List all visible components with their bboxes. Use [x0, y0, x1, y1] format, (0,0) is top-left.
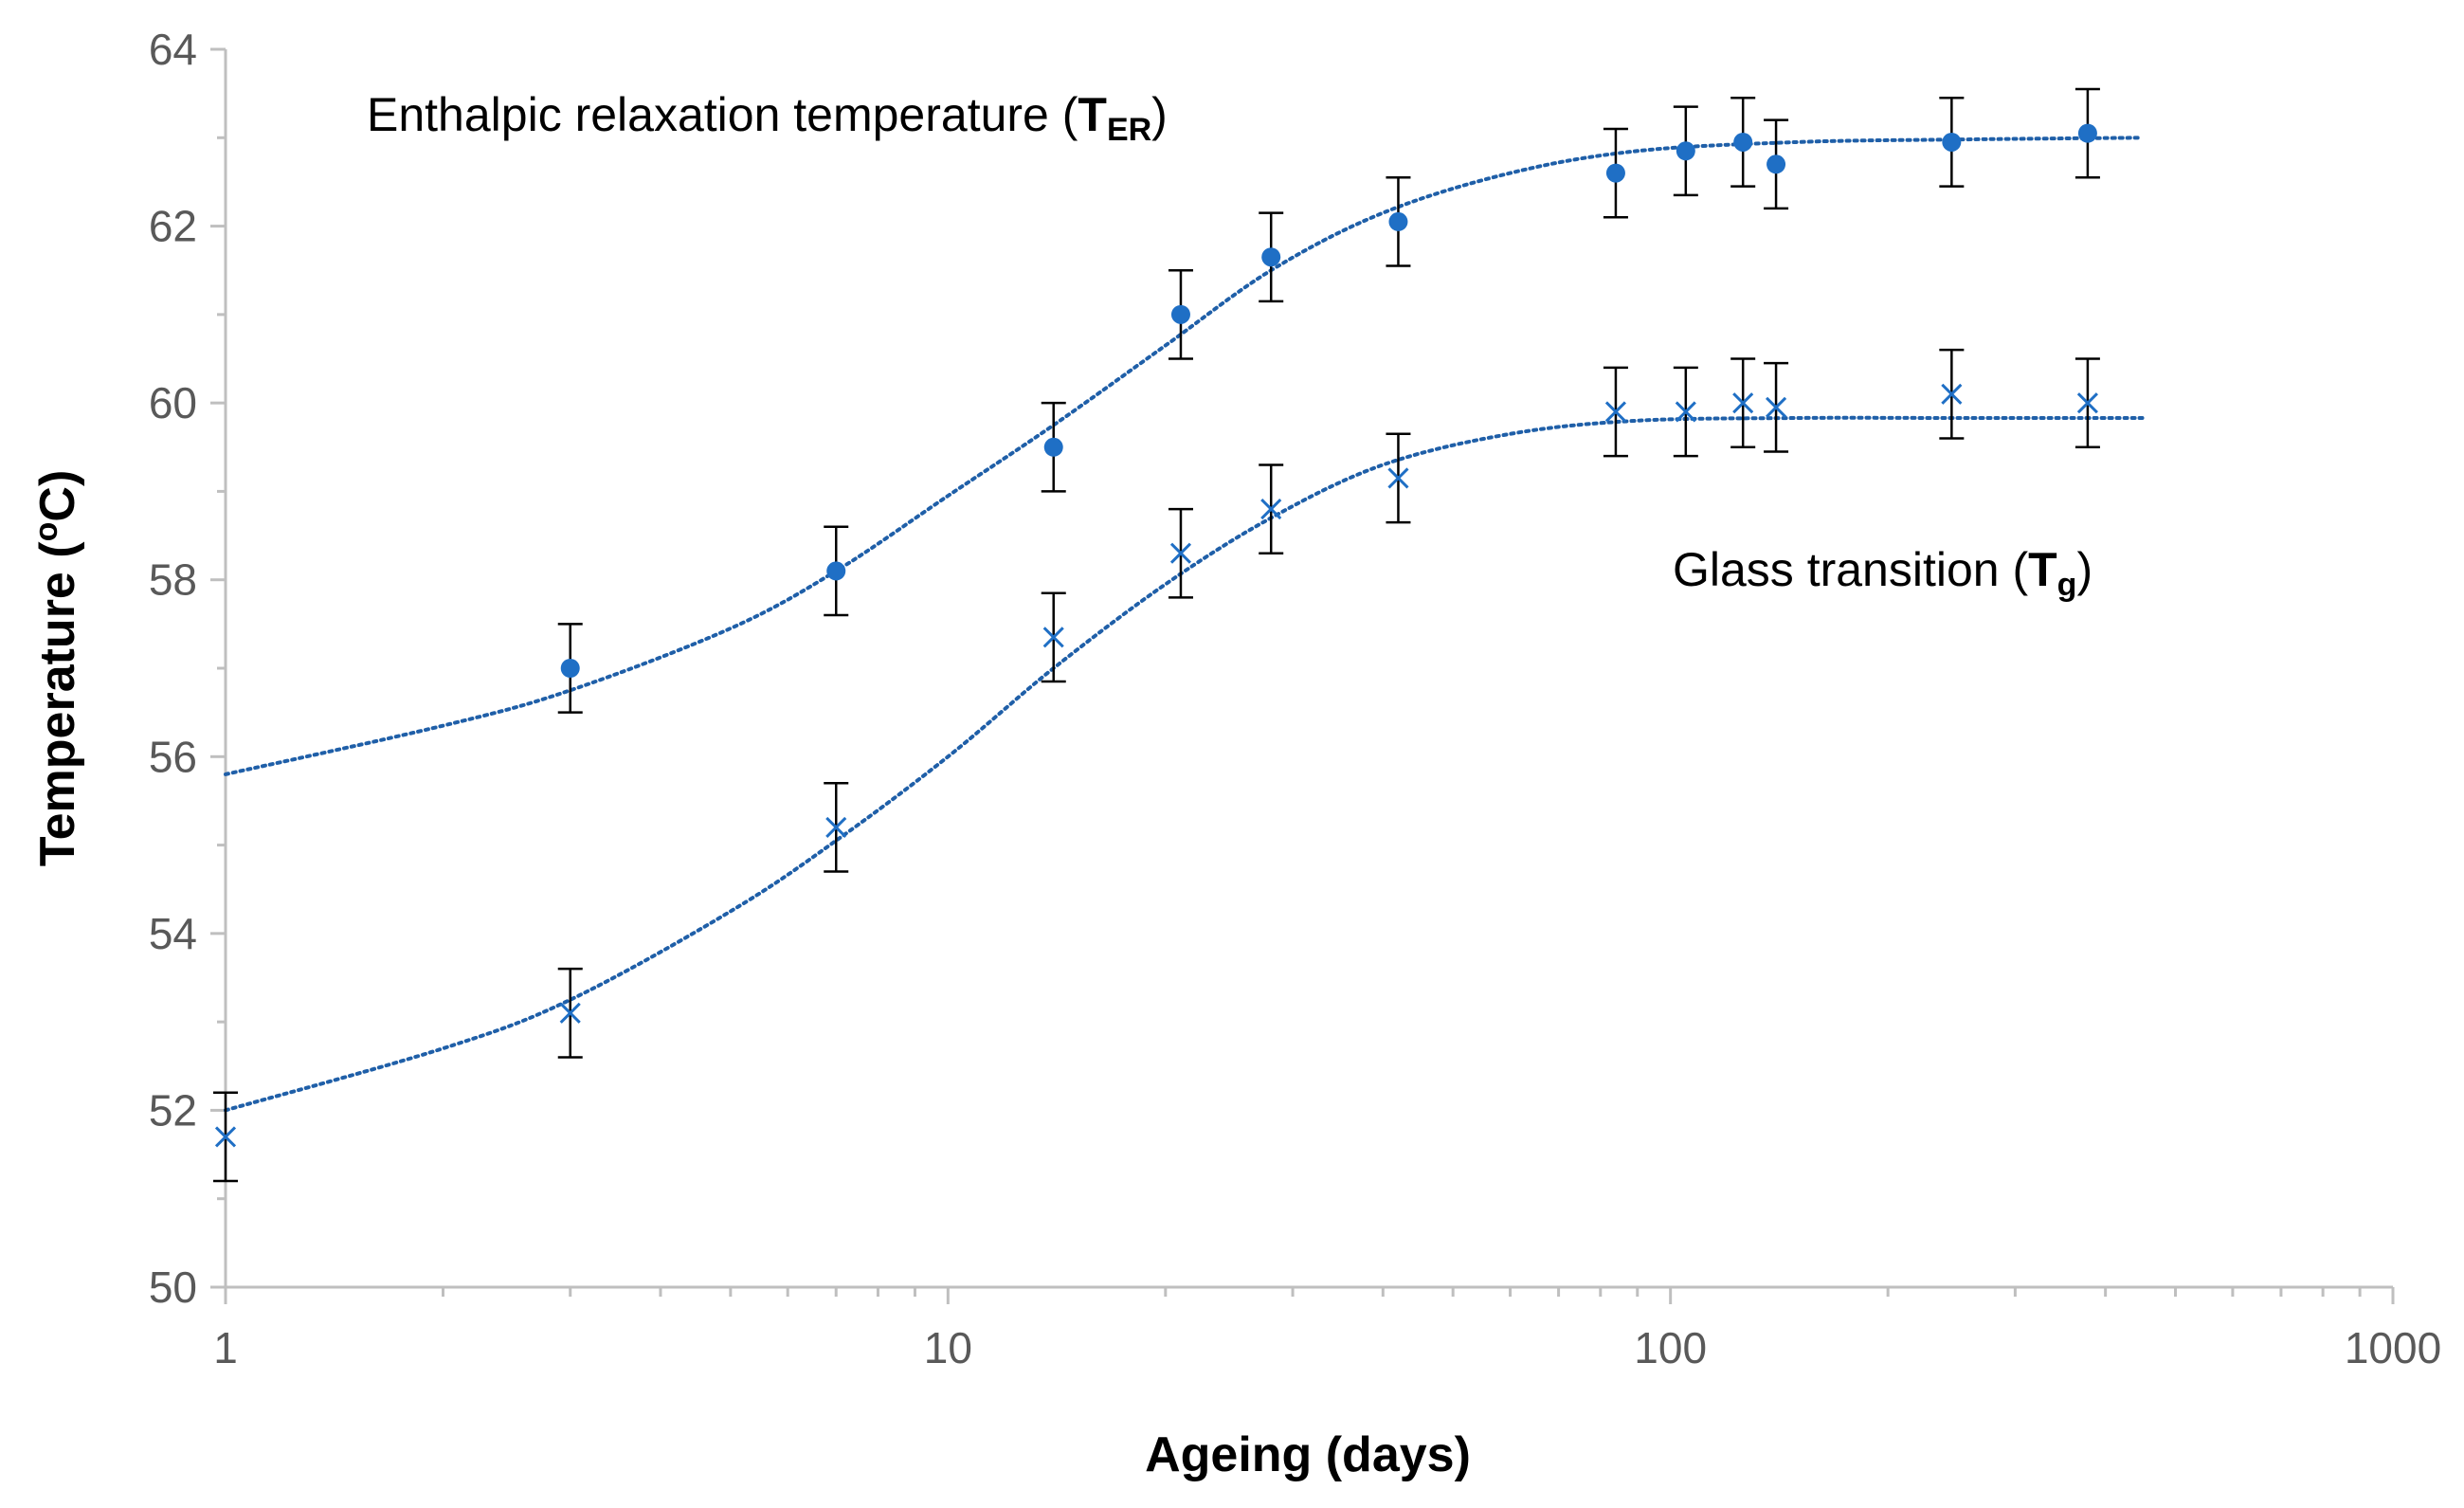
data-point-glass [214, 1126, 237, 1148]
data-point-glass [1732, 392, 1754, 414]
y-tick-label: 50 [149, 1263, 197, 1312]
data-point-enthalpic [1261, 247, 1281, 267]
data-point-glass [1042, 627, 1064, 648]
data-point-enthalpic [1170, 304, 1190, 324]
data-point-glass-stroke [1766, 396, 1787, 418]
data-point-enthalpic [560, 659, 580, 678]
data-point-glass [1260, 499, 1282, 520]
data-point-enthalpic [1766, 154, 1786, 174]
data-point-glass-stroke [1169, 542, 1192, 564]
y-axis-title-unit: C) [30, 470, 85, 522]
error-bars [213, 87, 2100, 1183]
series-label-glass-sub: g [2057, 567, 2077, 603]
y-tick-label: 58 [149, 555, 197, 605]
series-label-glass-close: ) [2076, 543, 2093, 596]
data-point-glass [559, 1002, 581, 1024]
data-point-enthalpic [1043, 437, 1063, 457]
y-axis-title-text: Temperature ( [30, 541, 85, 867]
data-point-glass [1675, 401, 1696, 423]
series-label-glass: Glass transition (Tg) [1673, 543, 2093, 603]
y-tick-label: 64 [149, 25, 197, 74]
trendline-series-0 [224, 136, 2145, 776]
data-point-glass-stroke [1042, 627, 1064, 648]
data-point-glass-stroke [2076, 392, 2098, 414]
data-point-glass [1169, 542, 1192, 564]
markers [214, 123, 2098, 1148]
series-label-enthalpic-text: Enthalpic relaxation temperature ( [367, 88, 1078, 141]
data-point-glass-stroke [1941, 383, 1963, 405]
data-point-enthalpic [1733, 132, 1753, 152]
x-tick-label: 100 [1634, 1323, 1707, 1372]
data-point-enthalpic [826, 561, 846, 581]
data-point-enthalpic [1942, 132, 1962, 152]
trendline-series-1 [224, 415, 2145, 1113]
x-tick-label: 1000 [2345, 1323, 2441, 1372]
data-point-glass-stroke [1604, 401, 1627, 423]
ticks: 50 52 54 56 58 60 62 64 1 10 100 1000 [149, 25, 2441, 1372]
y-axis-title-sup: o [28, 522, 64, 542]
data-point-glass-stroke [1675, 401, 1696, 423]
x-tick-label: 10 [924, 1323, 972, 1372]
data-point-glass-stroke [214, 1126, 237, 1148]
data-point-enthalpic [2077, 123, 2097, 143]
y-axis-title: Temperature (oC) [28, 470, 85, 867]
data-point-glass [1941, 383, 1963, 405]
y-tick-label: 62 [149, 202, 197, 251]
series-label-enthalpic: Enthalpic relaxation temperature (TER) [367, 88, 1168, 148]
axes [224, 49, 2393, 1289]
data-point-glass [1604, 401, 1627, 423]
series-label-glass-symbol: T [2028, 543, 2057, 596]
data-point-glass [825, 816, 847, 838]
data-point-glass [1766, 396, 1787, 418]
x-tick-label: 1 [213, 1323, 238, 1372]
y-tick-label: 52 [149, 1085, 197, 1135]
data-point-glass-stroke [825, 816, 847, 838]
x-axis-title: Ageing (days) [1145, 1427, 1471, 1482]
data-point-glass-stroke [1260, 499, 1282, 520]
series-label-glass-text: Glass transition ( [1673, 543, 2028, 596]
data-point-enthalpic [1605, 163, 1625, 183]
data-point-glass [1387, 467, 1409, 489]
y-tick-label: 56 [149, 732, 197, 781]
series-label-enthalpic-close: ) [1151, 88, 1168, 141]
data-point-enthalpic [1388, 211, 1408, 231]
data-point-glass [2076, 392, 2098, 414]
data-point-glass-stroke [1732, 392, 1754, 414]
trendlines [224, 136, 2145, 1113]
series-label-enthalpic-sub: ER [1107, 112, 1151, 148]
data-point-glass-stroke [1387, 467, 1409, 489]
series-label-enthalpic-symbol: T [1078, 88, 1107, 141]
data-point-glass-stroke [559, 1002, 581, 1024]
y-tick-label: 60 [149, 378, 197, 427]
y-tick-label: 54 [149, 909, 197, 958]
data-point-enthalpic [1676, 141, 1695, 161]
